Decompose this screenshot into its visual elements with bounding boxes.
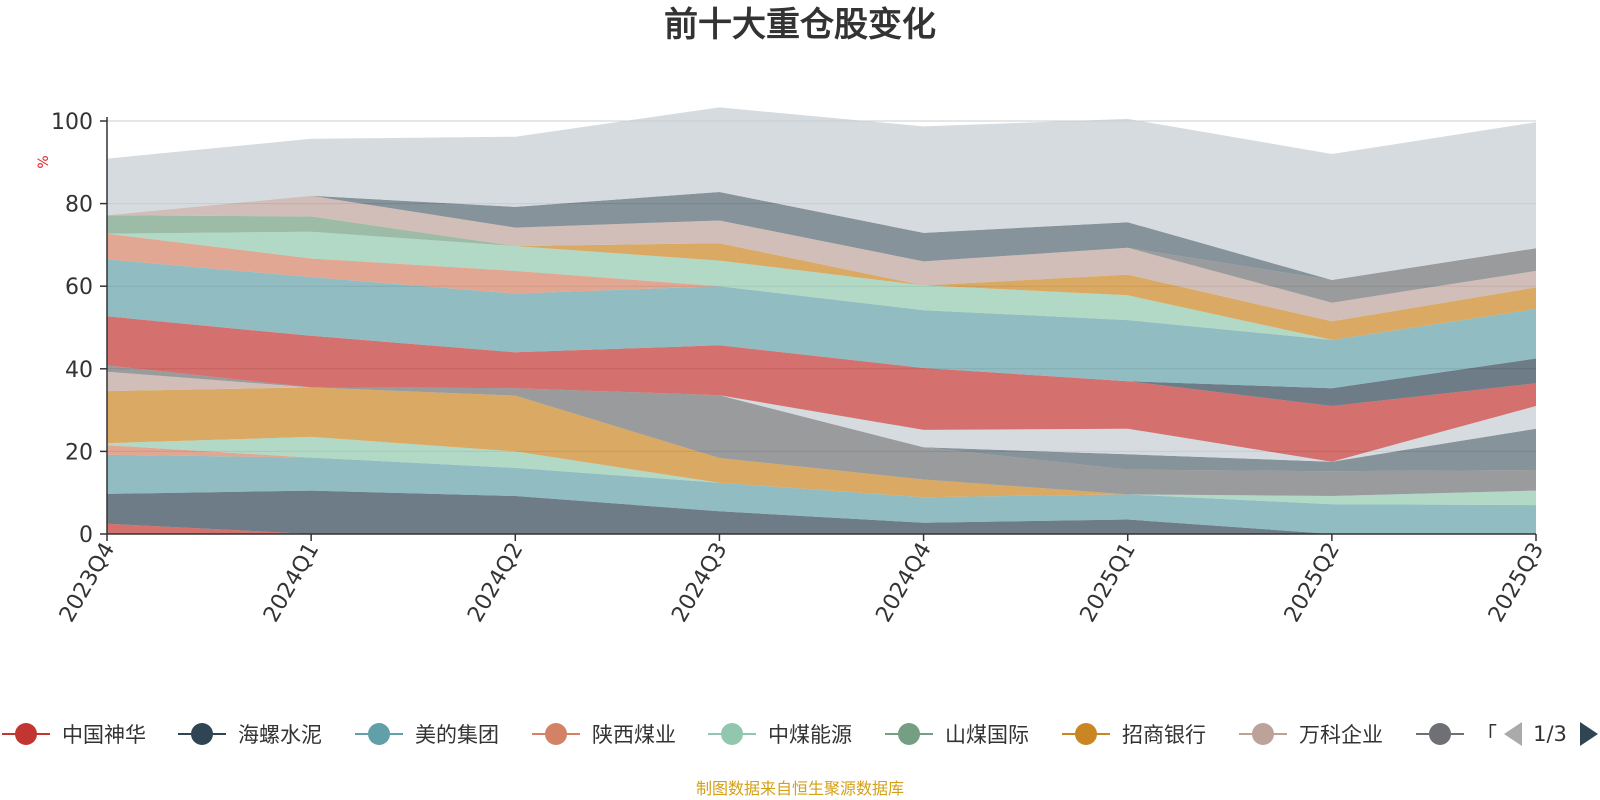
area-series-16[interactable] [107,215,1536,340]
legend-marker-icon [545,723,567,745]
area-series-18[interactable] [107,195,1536,322]
legend-label: 美的集团 [415,723,499,747]
legend-marker-icon [368,723,390,745]
x-tick-label: 2023Q4 [55,539,120,627]
legend-pager: 1/3 [1504,722,1598,746]
area-series-15[interactable] [107,231,1536,340]
legend-item[interactable]: 「 [1416,723,1497,747]
legend-marker-icon [1252,723,1274,745]
legend-item[interactable]: 海螺水泥 [178,723,322,747]
area-series-1[interactable] [107,490,1536,534]
legend-item[interactable]: 陕西煤业 [532,723,676,747]
y-axis-unit-label: % [36,155,52,168]
area-series-7[interactable] [107,371,1536,496]
legend: 中国神华 海螺水泥 美的集团 陕西煤业 中煤能源 山煤国际 招商银行 万科企业 「 [2,723,1497,747]
area-series-17[interactable] [107,215,1536,340]
y-tick-label: 0 [79,523,93,548]
legend-label: 山煤国际 [945,723,1029,747]
legend-label: 「 [1476,723,1497,747]
area-series-21[interactable] [107,107,1536,281]
x-tick-label: 2024Q3 [667,539,732,627]
legend-item[interactable]: 山煤国际 [885,723,1029,747]
legend-marker-icon [1429,723,1451,745]
y-tick-label: 80 [65,193,93,218]
x-tick-label: 2024Q2 [463,539,528,627]
area-series-12[interactable] [107,316,1536,406]
y-axis-ticks: 0 20 40 60 80 100 [51,110,107,548]
area-series-10[interactable] [107,365,1536,462]
stacked-areas [107,107,1536,534]
x-tick-label: 2024Q1 [259,539,324,627]
y-tick-label: 40 [65,358,93,383]
y-tick-label: 60 [65,275,93,300]
legend-label: 招商银行 [1122,723,1206,747]
axes [106,117,1536,535]
data-source-note: 制图数据来自恒生聚源数据库 [696,779,904,798]
x-axis-ticks: 2023Q4 2024Q1 2024Q2 2024Q3 2024Q4 2025Q1 2025… [55,534,1549,627]
legend-item[interactable]: 中国神华 [2,723,146,747]
area-series-8[interactable] [107,365,1536,497]
legend-label: 海螺水泥 [238,723,322,747]
legend-item[interactable]: 中煤能源 [708,723,852,747]
legend-label: 陕西煤业 [592,723,676,747]
y-tick-label: 20 [65,440,93,465]
legend-label: 中国神华 [62,723,146,747]
legend-item[interactable]: 万科企业 [1239,723,1383,747]
area-series-9[interactable] [107,365,1536,472]
area-series-20[interactable] [107,192,1536,280]
legend-label: 中煤能源 [768,723,852,747]
legend-item[interactable]: 招商银行 [1062,723,1206,747]
area-series-0[interactable] [107,523,1536,534]
legend-marker-icon [15,723,37,745]
legend-next-page-icon[interactable] [1580,722,1598,746]
legend-page-indicator: 1/3 [1533,722,1567,746]
legend-marker-icon [898,723,920,745]
x-tick-label: 2025Q2 [1280,539,1345,627]
area-series-11[interactable] [107,316,1536,462]
legend-item[interactable]: 美的集团 [355,723,499,747]
area-series-2[interactable] [107,454,1536,534]
x-tick-label: 2025Q3 [1484,539,1549,627]
x-tick-label: 2024Q4 [871,539,936,627]
y-tick-label: 100 [51,110,93,135]
legend-label: 万科企业 [1299,723,1383,747]
area-series-4[interactable] [107,436,1536,506]
legend-marker-icon [1075,723,1097,745]
legend-marker-icon [721,723,743,745]
chart-title: 前十大重仓股变化 [664,5,936,45]
area-series-19[interactable] [107,195,1536,303]
x-tick-label: 2025Q1 [1076,539,1141,627]
area-series-6[interactable] [107,387,1536,498]
legend-prev-page-icon[interactable] [1504,722,1522,746]
area-series-13[interactable] [107,259,1536,389]
legend-marker-icon [191,723,213,745]
